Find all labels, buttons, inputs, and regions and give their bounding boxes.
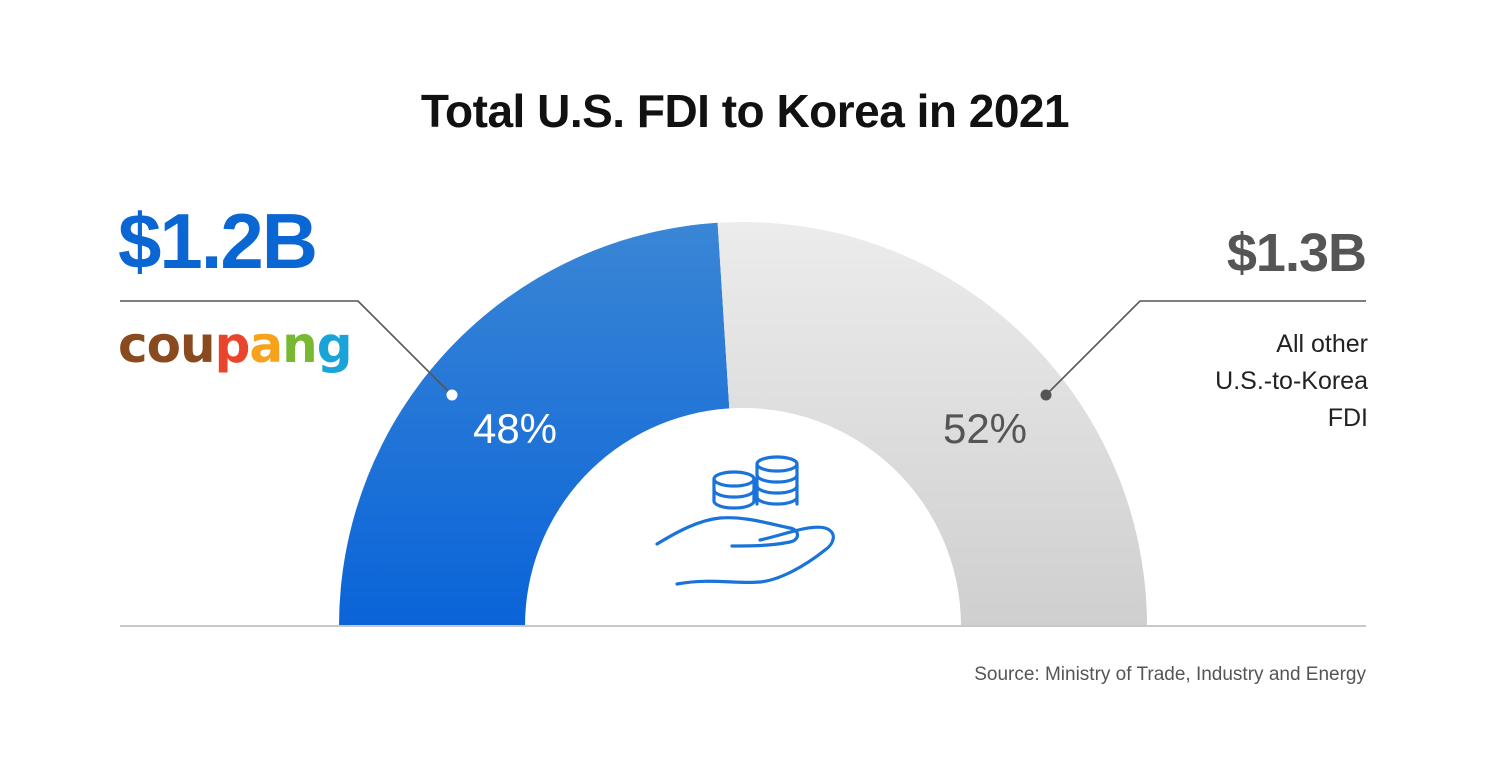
coupang-logo-letter: c	[118, 316, 148, 374]
coupang-logo-letter: o	[146, 316, 181, 374]
donut-slices	[339, 222, 1147, 627]
chart-title: Total U.S. FDI to Korea in 2021	[420, 85, 1070, 137]
coupang-logo: coupang	[118, 316, 353, 374]
coupang-logo-letter: g	[316, 316, 353, 374]
coupang-leader-line	[120, 300, 453, 396]
coupang-slice	[339, 222, 730, 627]
other-leader-dot	[1040, 389, 1052, 401]
coupang-logo-letter: u	[180, 316, 216, 374]
coupang-logo-letter: p	[214, 316, 251, 374]
other-fdi-slice	[717, 222, 1147, 626]
other-label-line: All other	[1276, 330, 1368, 358]
coupang-leader-dot	[446, 389, 458, 401]
other-label-line: U.S.-to-Korea	[1215, 367, 1368, 395]
coins-in-hand-icon	[655, 455, 835, 586]
other-label-line: FDI	[1327, 404, 1368, 432]
coupang-amount: $1.2B	[118, 197, 318, 285]
coupang-logo-letter: n	[282, 316, 318, 374]
other-amount: $1.3B	[1226, 223, 1367, 283]
other-fdi-label: All other U.S.-to-Korea FDI	[1108, 326, 1368, 437]
coupang-percent-label: 48%	[473, 405, 557, 452]
other-percent-label: 52%	[943, 405, 1027, 452]
other-leader-line	[1045, 300, 1366, 396]
coupang-logo-letter: a	[249, 316, 283, 374]
source-note: Source: Ministry of Trade, Industry and …	[974, 664, 1366, 685]
